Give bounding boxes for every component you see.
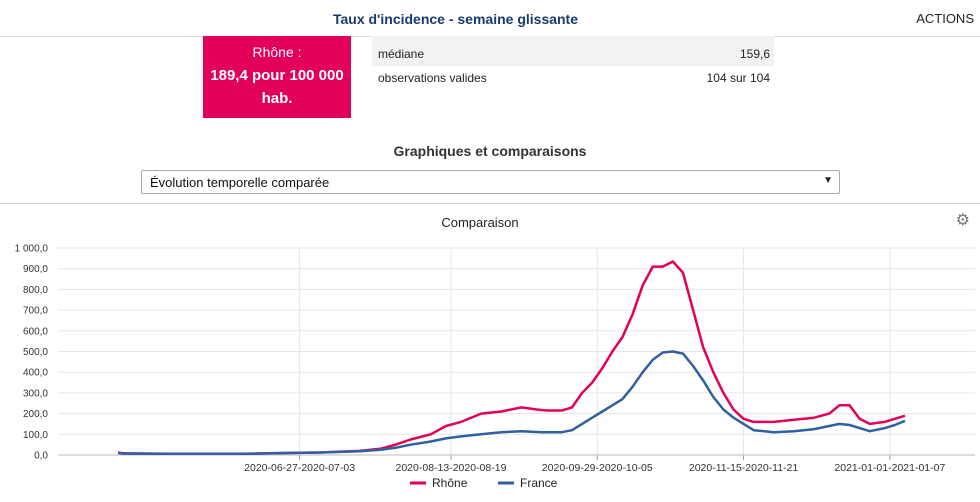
stats-label: médiane — [378, 47, 425, 61]
y-tick-label: 100,0 — [23, 430, 48, 441]
gear-icon[interactable]: ⚙ — [955, 212, 970, 229]
y-tick-label: 400,0 — [23, 368, 48, 379]
chart-type-select[interactable]: Évolution temporelle comparée ▼ — [141, 170, 840, 194]
x-tick-label: 2021-01-01-2021-01-07 — [834, 462, 945, 474]
x-tick-label: 2020-09-29-2020-10-05 — [542, 462, 653, 474]
chart-panel: Comparaison ⚙ 0,0 100,0 200,0 300,0 400,0 500… — [0, 203, 980, 502]
top-bar: Taux d'incidence - semaine glissante ACT… — [0, 0, 980, 37]
chart-title: Comparaison — [441, 215, 519, 230]
y-tick-label: 500,0 — [23, 347, 48, 358]
section-title: Graphiques et comparaisons — [393, 143, 587, 159]
legend-label: France — [520, 476, 558, 490]
stats-row-median: médiane 159,6 — [372, 42, 774, 66]
stats-value: 159,6 — [739, 47, 770, 61]
series-line-rhne — [117, 260, 906, 456]
y-tick-label: 300,0 — [23, 388, 48, 399]
series-line-france — [117, 350, 906, 456]
y-tick-label: 800,0 — [23, 285, 48, 296]
region-name: Rhône : — [252, 44, 302, 60]
comparison-chart: 0,0 100,0 200,0 300,0 400,0 500,0 600,0 700,0 80… — [15, 244, 975, 490]
stats-table: médiane 159,6 observations valides 104 s… — [372, 36, 774, 90]
actions-menu-button[interactable]: ACTIONS — [916, 11, 974, 26]
page-title: Taux d'incidence - semaine glissante — [332, 11, 579, 27]
y-tick-label: 1 000,0 — [15, 244, 49, 255]
caret-down-icon: ▼ — [823, 175, 833, 186]
incidence-value: 189,4 pour 100 000 hab. — [210, 67, 344, 107]
y-tick-label: 900,0 — [23, 264, 48, 275]
y-tick-label: 200,0 — [23, 409, 48, 420]
select-value: Évolution temporelle comparée — [150, 175, 330, 190]
stats-row-cut-off — [372, 36, 774, 42]
x-tick-label: 2020-08-13-2020-08-19 — [396, 462, 507, 474]
x-tick-label: 2020-11-15-2020-11-21 — [689, 462, 799, 474]
stats-value: 104 sur 104 — [706, 71, 770, 85]
y-tick-label: 600,0 — [23, 326, 48, 337]
legend-label: Rhône — [432, 476, 468, 490]
x-tick-label: 2020-06-27-2020-07-03 — [244, 462, 355, 474]
incidence-summary-card: Rhône : 189,4 pour 100 000 hab. — [203, 36, 351, 118]
y-tick-label: 0,0 — [34, 451, 48, 462]
stats-label: observations valides — [378, 71, 487, 85]
stats-row-valid-observations: observations valides 104 sur 104 — [372, 66, 774, 90]
y-tick-label: 700,0 — [23, 306, 48, 317]
